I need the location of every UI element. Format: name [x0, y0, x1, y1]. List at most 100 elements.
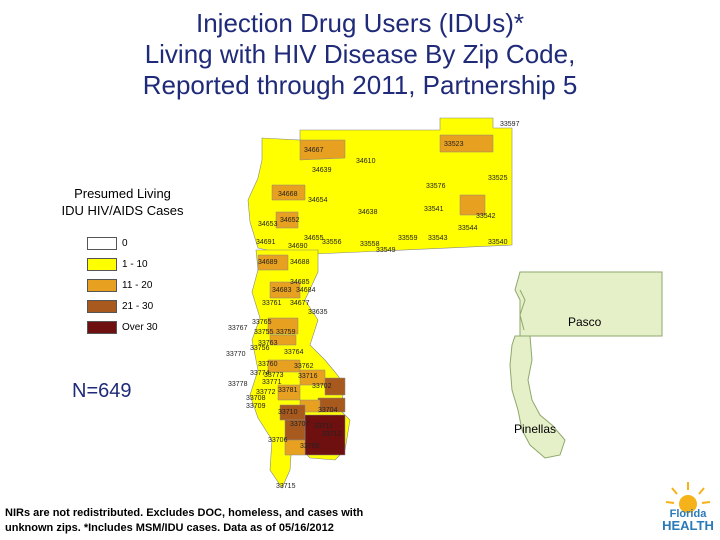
- legend-row: 1 - 10: [87, 254, 158, 274]
- zip-label-33716: 33716: [298, 373, 318, 380]
- zip-label-33709: 33709: [246, 403, 266, 410]
- zip-label-34689: 34689: [258, 259, 278, 266]
- legend-label: 11 - 20: [122, 279, 153, 291]
- zip-label-33707: 33707: [290, 421, 310, 428]
- zip-label-33761: 33761: [262, 300, 282, 307]
- zip-label-33635: 33635: [308, 309, 328, 316]
- zip-label-33576: 33576: [426, 183, 446, 190]
- zip-label-33756: 33756: [250, 345, 270, 352]
- zip-label-34638: 34638: [358, 209, 378, 216]
- zip-label-33755: 33755: [254, 329, 274, 336]
- zip-label-33543: 33543: [428, 235, 448, 242]
- zip-label-33767: 33767: [228, 325, 248, 332]
- zip-label-33706: 33706: [268, 437, 288, 444]
- zip-label-33708: 33708: [246, 395, 266, 402]
- legend-label: 21 - 30: [122, 300, 154, 312]
- zip-area-33541: [459, 194, 486, 216]
- legend-row: 11 - 20: [87, 275, 158, 295]
- zip-label-34667: 34667: [304, 147, 324, 154]
- florida-health-logo-text: Florida HEALTH: [660, 508, 716, 532]
- zip-area-33702: [324, 377, 346, 396]
- zip-label-33705: 33705: [300, 443, 320, 450]
- title-line-3: Reported through 2011, Partnership 5: [142, 70, 578, 100]
- zip-label-34654: 34654: [308, 197, 328, 204]
- legend-title-line-1: Presumed Living: [74, 186, 171, 201]
- zip-label-34668: 34668: [278, 191, 298, 198]
- footnote-line-1: NIRs are not redistributed. Excludes DOC…: [5, 507, 364, 519]
- zip-area-33765: [267, 317, 299, 335]
- legend-title: Presumed Living IDU HIV/AIDS Cases: [40, 185, 205, 219]
- legend-swatch: [87, 299, 117, 313]
- inset-pinellas: [509, 335, 566, 459]
- zip-label-33760: 33760: [258, 361, 278, 368]
- zip-label-33541: 33541: [424, 206, 444, 213]
- zip-label-34652: 34652: [280, 217, 300, 224]
- zip-label-34690: 34690: [288, 243, 308, 250]
- legend-swatch: [87, 257, 117, 271]
- zip-area-33707: [284, 439, 306, 456]
- zip-area-34689: [257, 254, 289, 271]
- zip-label-34688: 34688: [290, 259, 310, 266]
- zip-label-33759: 33759: [276, 329, 296, 336]
- zip-label-33711: 33711: [314, 423, 333, 430]
- legend-label: 0: [122, 237, 128, 249]
- footnote-line-2: unknown zips. *Includes MSM/IDU cases. D…: [5, 522, 334, 534]
- zip-label-33523: 33523: [444, 141, 464, 148]
- zip-label-34677: 34677: [290, 300, 310, 307]
- zip-code-labels: 33597 33523 34667 34610 34639 33576 33525 34668…: [226, 121, 520, 490]
- title-line-2: Living with HIV Disease By Zip Code,: [144, 39, 576, 69]
- legend-title-line-2: IDU HIV/AIDS Cases: [61, 203, 184, 218]
- logo-line-2: HEALTH: [662, 518, 714, 533]
- zip-label-33702: 33702: [312, 383, 332, 390]
- zip-label-33597: 33597: [500, 121, 520, 128]
- inset-shoreline: [519, 289, 526, 331]
- zip-label-33710: 33710: [278, 409, 298, 416]
- logo-line-1: Florida: [669, 508, 707, 520]
- zip-label-33774: 33774: [250, 370, 270, 377]
- zip-label-33778: 33778: [228, 381, 248, 388]
- florida-health-logo-icon: [660, 478, 716, 538]
- zip-label-33773: 33773: [264, 372, 284, 379]
- map-title: Injection Drug Users (IDUs)* Living with…: [0, 8, 720, 101]
- zip-label-33542: 33542: [476, 213, 496, 220]
- zip-label-33763: 33763: [258, 340, 278, 347]
- zip-label-33770: 33770: [226, 351, 246, 358]
- title-line-1: Injection Drug Users (IDUs)*: [196, 8, 524, 38]
- zip-label-33781: 33781: [278, 387, 298, 394]
- zip-label-34639: 34639: [312, 167, 332, 174]
- zip-label-33771: 33771: [262, 379, 282, 386]
- county-label-pasco: Pasco: [568, 315, 602, 329]
- zip-label-34653: 34653: [258, 221, 278, 228]
- zip-label-33765: 33765: [252, 319, 272, 326]
- zip-area-34653: [275, 211, 299, 229]
- zip-label-34610: 34610: [356, 158, 376, 165]
- zip-label-33764: 33764: [284, 349, 304, 356]
- county-label-pinellas: Pinellas: [514, 422, 556, 436]
- zip-label-34691: 34691: [256, 239, 276, 246]
- zip-label-33540: 33540: [488, 239, 508, 246]
- footnote: NIRs are not redistributed. Excludes DOC…: [5, 506, 425, 536]
- legend-row: 21 - 30: [87, 296, 158, 316]
- legend-label: 1 - 10: [122, 258, 148, 270]
- zip-area-34667: [299, 139, 346, 161]
- zip-label-33556: 33556: [322, 239, 342, 246]
- zip-label-33712: 33712: [322, 431, 342, 438]
- legend-swatch: [87, 236, 117, 250]
- legend-row: Over 30: [87, 317, 158, 337]
- zip-label-33558: 33558: [360, 241, 380, 248]
- zip-label-34684: 34684: [296, 287, 316, 294]
- legend-label: Over 30: [122, 321, 158, 333]
- case-count: N=649: [72, 380, 132, 402]
- zip-label-33549: 33549: [376, 247, 396, 254]
- zip-label-33772: 33772: [256, 389, 276, 396]
- zip-area-33523: [439, 134, 494, 153]
- zip-label-33525: 33525: [488, 175, 508, 182]
- legend-swatch: [87, 278, 117, 292]
- zip-area-34668: [271, 184, 306, 201]
- zip-area-34683: [269, 281, 301, 299]
- zip-area-33755: [269, 334, 297, 346]
- legend: 0 1 - 10 11 - 20 21 - 30 Over 30: [87, 233, 158, 338]
- legend-swatch: [87, 320, 117, 334]
- zip-label-33704: 33704: [318, 407, 338, 414]
